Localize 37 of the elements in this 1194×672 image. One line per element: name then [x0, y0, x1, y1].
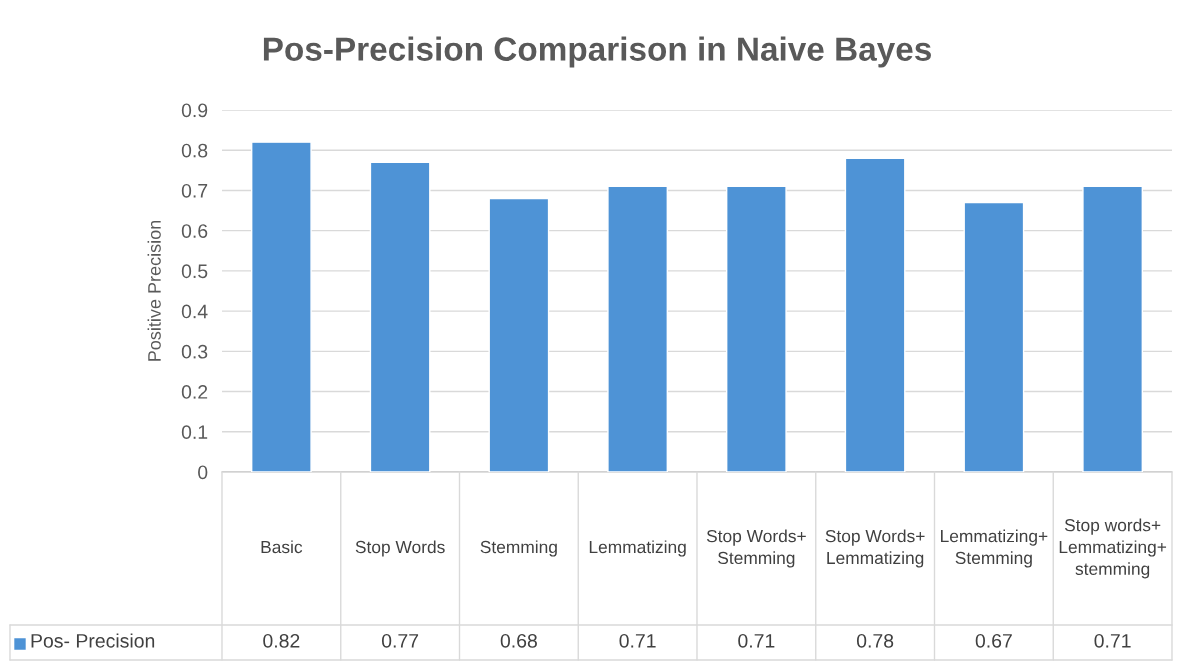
- bar: [250, 141, 312, 472]
- bar: [488, 197, 550, 472]
- x-tick-label: Lemmatizing+Stemming: [941, 529, 1048, 568]
- bar: [1082, 185, 1144, 472]
- y-tick-label: 0.4: [181, 304, 208, 319]
- y-tick-label: 0.5: [181, 264, 208, 279]
- data-label: 0.67: [975, 633, 1012, 648]
- data-label: 0.68: [500, 633, 537, 648]
- data-label: 0.71: [1094, 633, 1131, 648]
- x-tick-label: Lemmatizing: [589, 540, 686, 557]
- y-tick-label: 0.2: [181, 385, 208, 399]
- data-label: 0.71: [619, 633, 656, 648]
- x-tick-label: Stop words+Lemmatizing+stemming: [1059, 518, 1167, 579]
- x-tick-label: Basic: [261, 540, 303, 554]
- chart-title: Pos-Precision Comparison in Naive Bayes: [263, 36, 931, 68]
- y-tick-label: 0.9: [181, 103, 208, 118]
- y-tick-label: 0.7: [181, 183, 208, 198]
- y-tick-label: 0.1: [181, 425, 208, 440]
- data-label: 0.71: [738, 633, 775, 648]
- y-tick-label: 0: [198, 465, 208, 480]
- x-tick-label: Stop Words+Stemming: [706, 529, 806, 568]
- x-tick-label: Stop Words+Lemmatizing: [825, 529, 925, 568]
- bar: [369, 161, 431, 472]
- y-tick-label: 0.6: [181, 224, 208, 238]
- x-tick-label: Stop Words: [355, 540, 445, 557]
- bar: [844, 157, 906, 472]
- bar: [725, 185, 787, 472]
- legend-label: Pos- Precision: [31, 633, 155, 648]
- y-axis-title: Positive Precision: [147, 220, 161, 361]
- data-label: 0.82: [263, 633, 300, 648]
- bar: [963, 201, 1025, 472]
- data-label: 0.78: [856, 633, 894, 648]
- x-tick-label: Stemming: [480, 540, 557, 557]
- bar: [607, 185, 669, 472]
- y-tick-label: 0.3: [181, 344, 208, 359]
- y-tick-label: 0.8: [181, 143, 208, 158]
- data-label: 0.77: [381, 633, 419, 648]
